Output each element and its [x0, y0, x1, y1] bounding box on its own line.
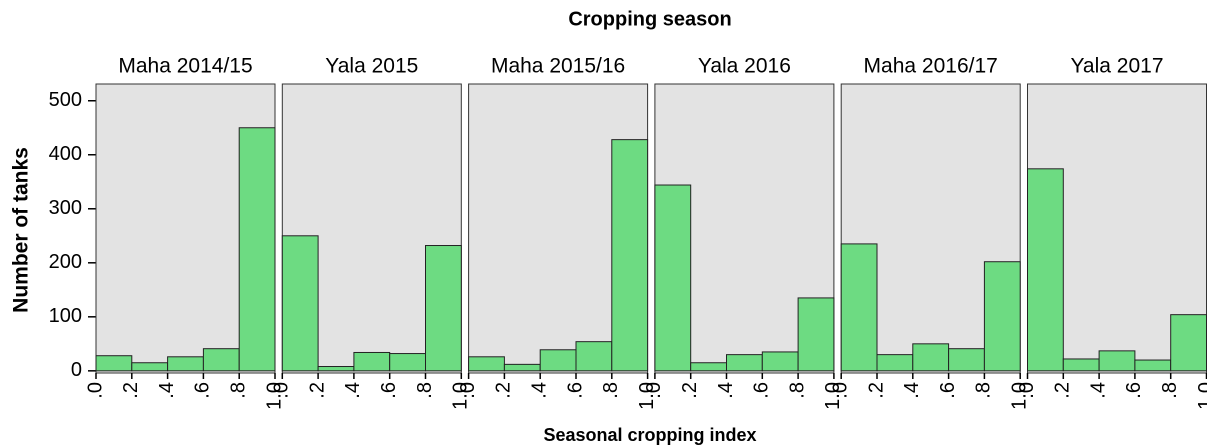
- x-tick-label: .4: [715, 382, 737, 399]
- x-tick-label: .4: [528, 382, 550, 399]
- bar: [797, 297, 835, 372]
- x-tick-label: 1.0: [1008, 382, 1030, 410]
- bar: [353, 351, 391, 372]
- x-tick-label: .2: [306, 382, 328, 399]
- y-tick-label: 200: [49, 251, 82, 273]
- bar: [840, 243, 878, 372]
- x-tick-label: .8: [227, 382, 249, 399]
- x-tick-label: .8: [1159, 382, 1181, 399]
- bar: [948, 348, 985, 372]
- x-tick-label: .8: [973, 382, 995, 399]
- bar: [95, 355, 133, 372]
- x-tick-label: .0: [1016, 382, 1038, 399]
- bar: [202, 348, 240, 372]
- bar: [1098, 350, 1136, 372]
- bar: [1027, 168, 1064, 372]
- x-tick-label: .0: [457, 382, 479, 399]
- x-axis-label: Seasonal cropping index: [543, 425, 756, 445]
- x-tick-label: .6: [378, 382, 400, 399]
- y-tick-label: 500: [49, 89, 82, 111]
- bar: [468, 356, 505, 372]
- x-tick-label: .6: [751, 382, 773, 399]
- y-tick-label: 400: [49, 143, 82, 165]
- x-tick-label: 1.0: [636, 382, 658, 410]
- x-tick-label: 1.0: [450, 382, 472, 410]
- x-tick-label: .8: [600, 382, 622, 399]
- bar: [726, 354, 763, 372]
- facet-title: Yala 2017: [1070, 55, 1163, 78]
- facet-title: Maha 2015/16: [491, 55, 625, 78]
- x-tick-label: .4: [1087, 382, 1109, 399]
- x-tick-label: .2: [865, 382, 887, 399]
- x-tick-label: 1.0: [1195, 382, 1207, 410]
- x-tick-label: .4: [901, 382, 923, 399]
- x-tick-label: 1.0: [822, 382, 844, 410]
- facet-title: Yala 2015: [325, 55, 418, 78]
- y-tick-label: 0: [71, 359, 82, 381]
- bar: [761, 351, 799, 372]
- x-tick-label: .2: [493, 382, 515, 399]
- bar: [238, 127, 276, 372]
- y-axis-label: Number of tanks: [10, 147, 33, 313]
- bar: [539, 349, 577, 372]
- bar: [281, 235, 319, 372]
- x-tick-label: .2: [120, 382, 142, 399]
- x-tick-label: .8: [414, 382, 436, 399]
- bar: [912, 343, 950, 372]
- bar: [575, 341, 613, 372]
- x-tick-label: .2: [1052, 382, 1074, 399]
- x-tick-label: .4: [156, 382, 178, 399]
- bar: [1062, 358, 1100, 372]
- bar: [611, 139, 649, 372]
- bar: [1170, 314, 1207, 372]
- bar: [503, 363, 541, 372]
- facet-title: Yala 2016: [698, 55, 791, 78]
- y-tick-label: 100: [49, 305, 82, 327]
- x-tick-label: .0: [271, 382, 293, 399]
- bar: [167, 356, 204, 372]
- bar: [425, 245, 462, 372]
- facet-title: Maha 2016/17: [864, 55, 998, 78]
- y-tick-label: 300: [49, 197, 82, 219]
- x-tick-label: .2: [679, 382, 701, 399]
- x-tick-label: .6: [564, 382, 586, 399]
- x-tick-label: .4: [342, 382, 364, 399]
- x-tick-label: .0: [84, 382, 106, 399]
- bar: [654, 184, 692, 372]
- chart-title: Cropping season: [568, 8, 731, 30]
- x-tick-label: .0: [643, 382, 665, 399]
- bar: [690, 362, 728, 372]
- x-tick-label: 1.0: [263, 382, 285, 410]
- facet-title: Maha 2014/15: [118, 55, 252, 78]
- bar: [317, 366, 355, 372]
- x-tick-label: .8: [786, 382, 808, 399]
- bar: [983, 261, 1021, 372]
- x-tick-label: .0: [829, 382, 851, 399]
- bar: [389, 353, 427, 372]
- bar: [1134, 359, 1172, 372]
- x-tick-label: .6: [192, 382, 214, 399]
- x-tick-label: .6: [937, 382, 959, 399]
- bar: [131, 362, 169, 372]
- x-tick-label: .6: [1123, 382, 1145, 399]
- bar: [876, 354, 914, 372]
